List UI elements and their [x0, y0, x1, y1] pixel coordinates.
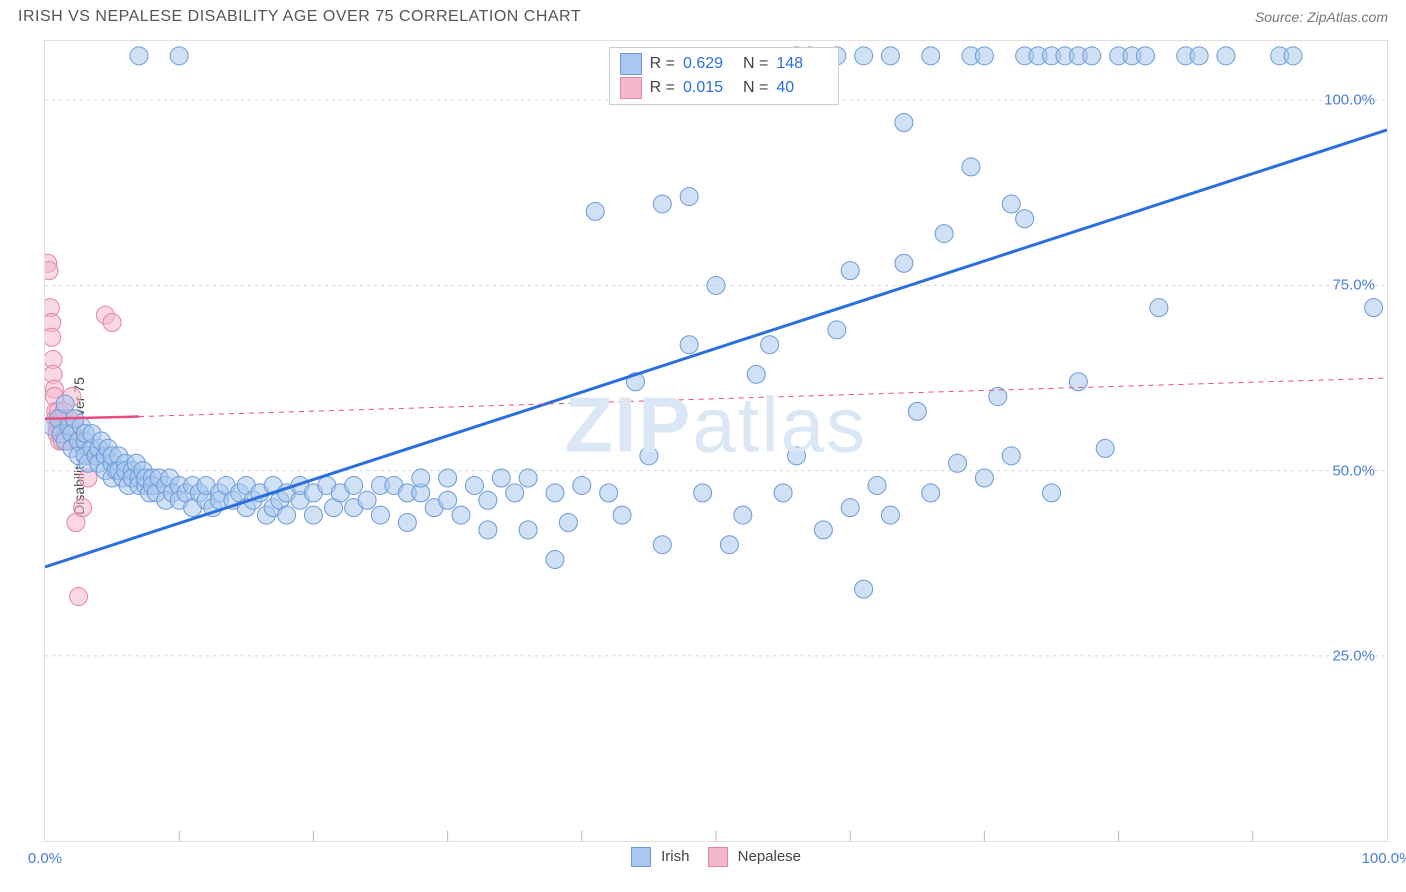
legend-item-irish: Irish: [631, 847, 690, 867]
stats-swatch-nepalese: [620, 77, 642, 99]
y-tick-label: 75.0%: [1332, 277, 1375, 294]
x-tick-label: 100.0%: [1362, 850, 1406, 867]
legend-label-nepalese: Nepalese: [738, 848, 801, 865]
legend-label-irish: Irish: [661, 848, 689, 865]
stats-n-nepalese: 40: [776, 76, 828, 100]
chart-title: IRISH VS NEPALESE DISABILITY AGE OVER 75…: [18, 8, 581, 26]
stats-r-nepalese: 0.015: [683, 76, 735, 100]
y-tick-label: 100.0%: [1324, 92, 1375, 109]
stats-legend: R =0.629 N =148 R =0.015 N =40: [609, 47, 840, 105]
source-label: Source: ZipAtlas.com: [1255, 9, 1388, 25]
x-tick-label: 0.0%: [28, 850, 62, 867]
stats-r-irish: 0.629: [683, 52, 735, 76]
stats-n-irish: 148: [776, 52, 828, 76]
legend-swatch-irish: [631, 847, 651, 867]
chart-area: ZIPatlas 25.0%50.0%75.0%100.0% 0.0%100.0…: [44, 40, 1388, 842]
bottom-legend: Irish Nepalese: [631, 847, 801, 867]
scatter-plot: [45, 41, 1387, 841]
stats-row-irish: R =0.629 N =148: [620, 52, 829, 76]
y-tick-label: 50.0%: [1332, 462, 1375, 479]
legend-item-nepalese: Nepalese: [707, 847, 801, 867]
legend-swatch-nepalese: [707, 847, 727, 867]
stats-swatch-irish: [620, 53, 642, 75]
y-tick-label: 25.0%: [1332, 647, 1375, 664]
stats-row-nepalese: R =0.015 N =40: [620, 76, 829, 100]
